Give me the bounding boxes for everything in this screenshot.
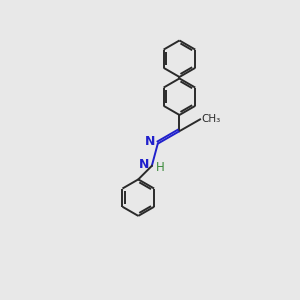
Text: CH₃: CH₃ bbox=[202, 114, 221, 124]
Text: N: N bbox=[145, 135, 155, 148]
Text: H: H bbox=[156, 161, 165, 174]
Text: N: N bbox=[139, 158, 149, 171]
